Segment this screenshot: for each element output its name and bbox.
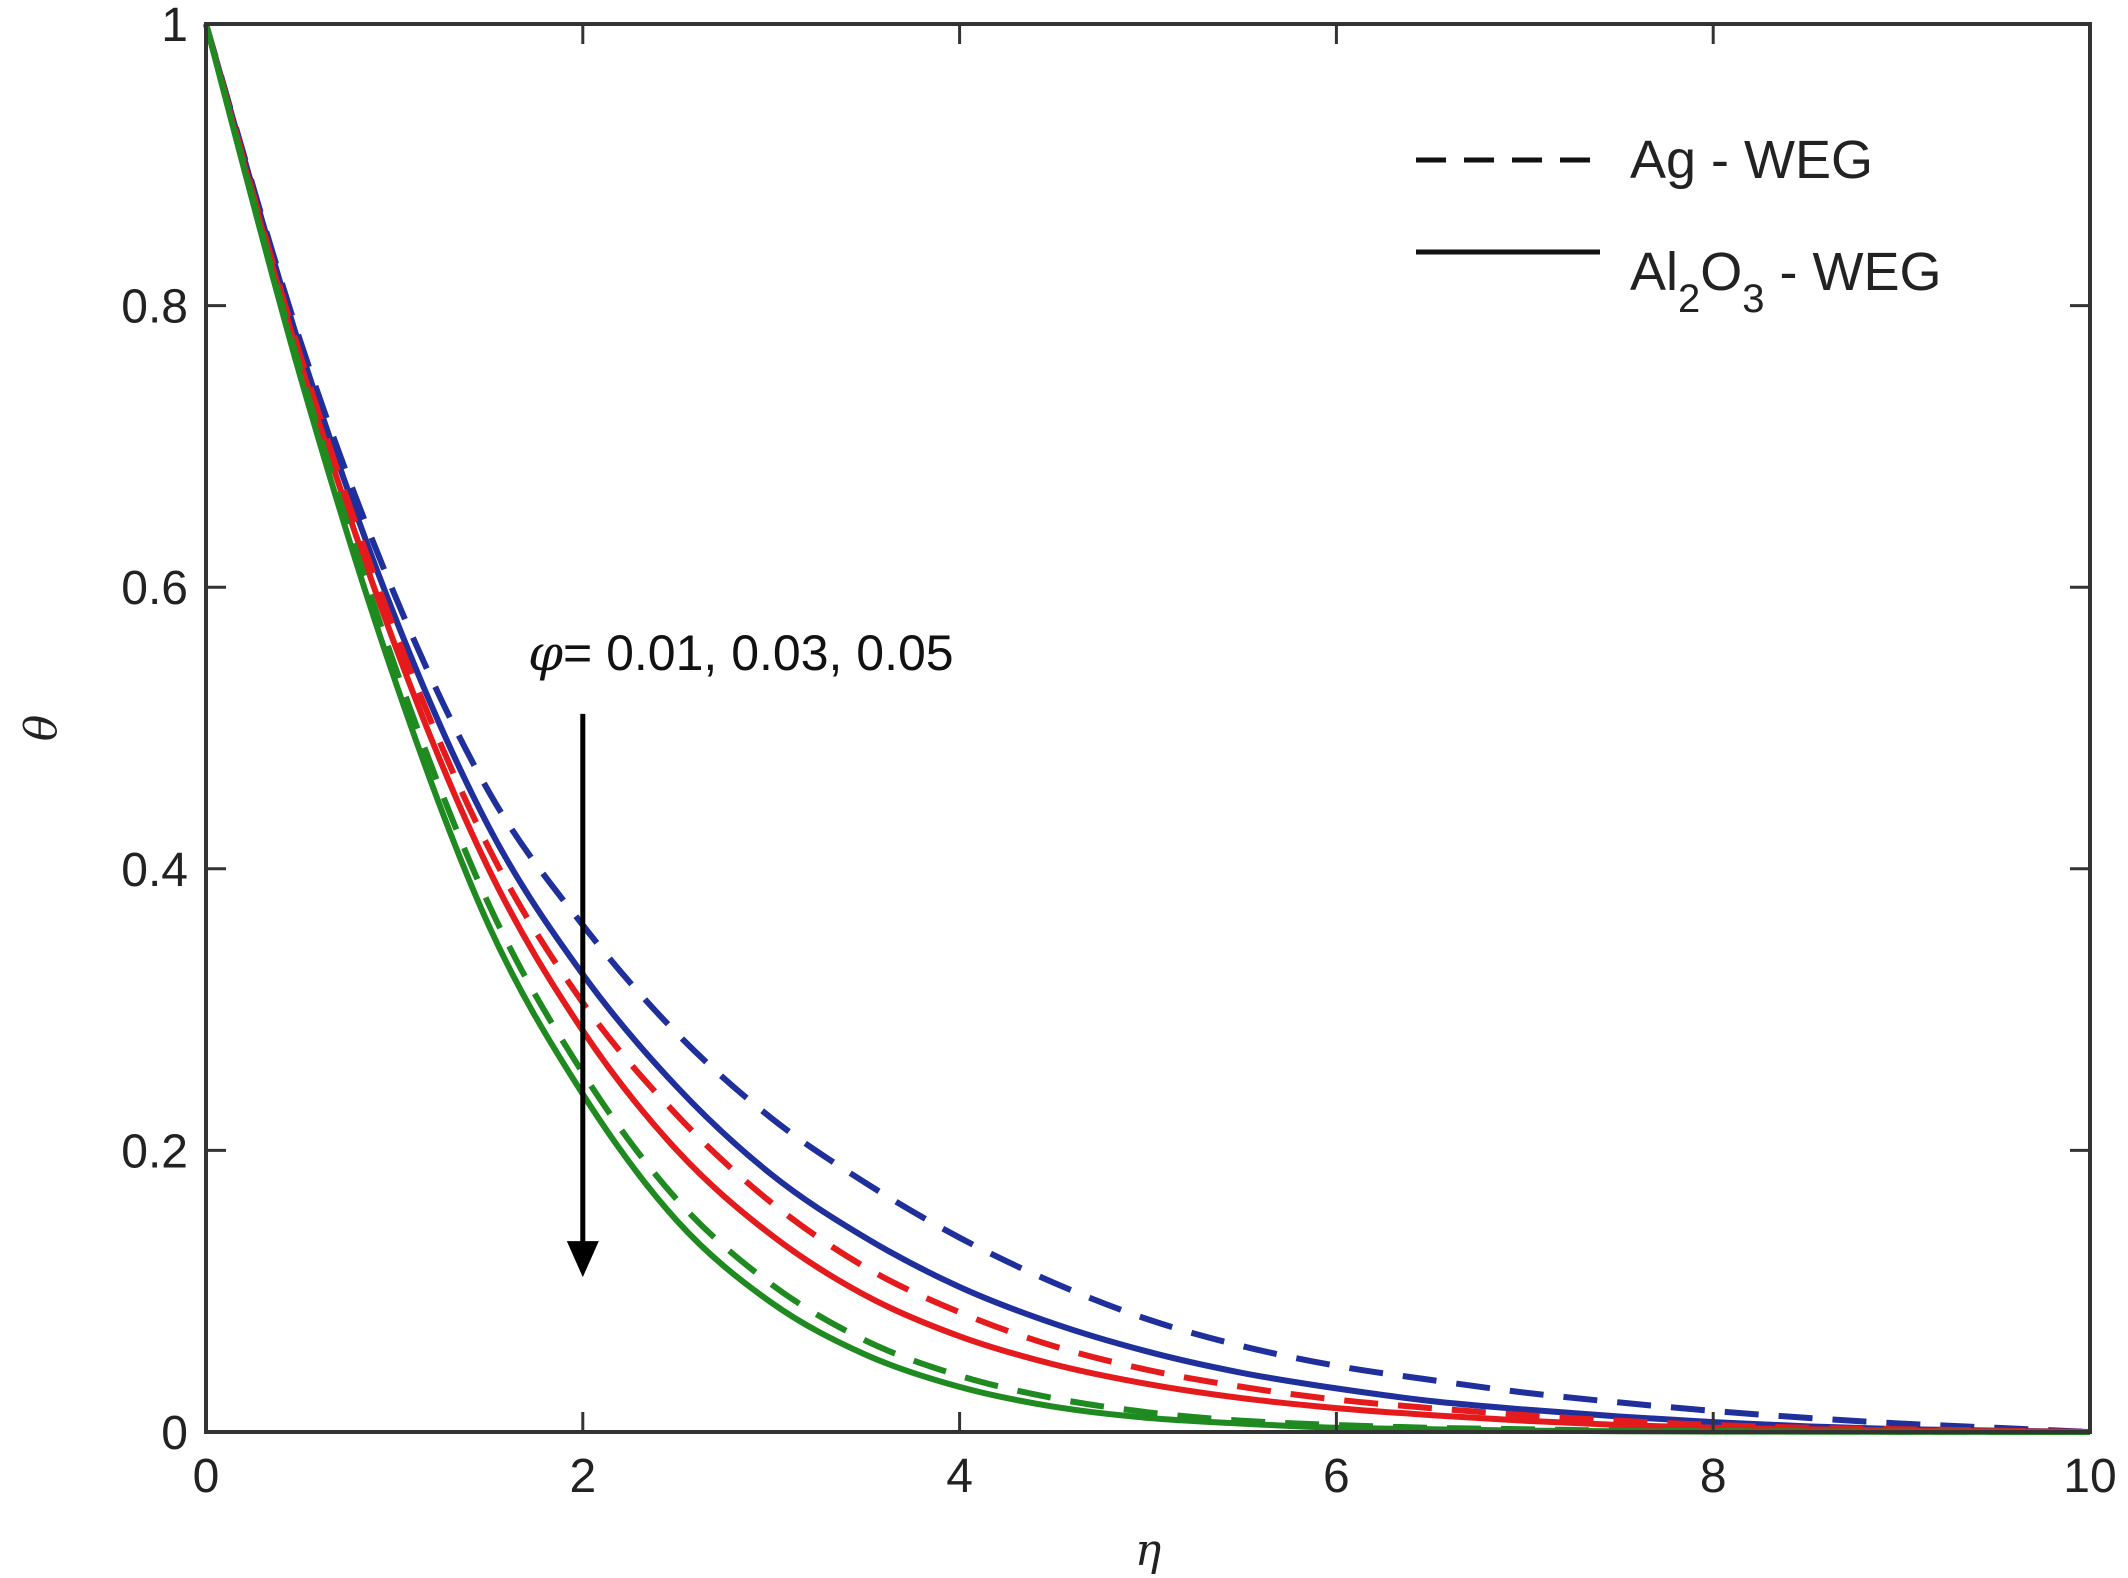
- annotation-arrow-head: [566, 1241, 599, 1278]
- legend-label-ag-weg: Ag - WEG: [1630, 130, 1873, 190]
- y-tick-label: 0.4: [121, 844, 188, 897]
- plot-frame: [204, 22, 2092, 1434]
- y-tick-label: 0.2: [121, 1125, 188, 1178]
- annotation-text: φ= 0.01, 0.03, 0.05: [528, 624, 954, 682]
- legend-al: Al: [1630, 242, 1678, 302]
- legend-label-al2o3-weg: Al2O3 - WEG: [1630, 242, 1942, 321]
- legend-sub-2: 2: [1678, 277, 1700, 321]
- phi-annotation: φ= 0.01, 0.03, 0.05: [528, 624, 954, 1278]
- phi-symbol: φ: [528, 624, 563, 682]
- y-tick-label: 0.6: [121, 562, 188, 615]
- legend-o: O: [1700, 242, 1742, 302]
- series-line-solid-phi-0-03: [203, 23, 2091, 1435]
- legend: Ag - WEG Al2O3 - WEG: [1416, 130, 1942, 321]
- series-line-dashed-phi-0-01: [203, 23, 2091, 1435]
- y-tick-label: 0: [161, 1407, 188, 1460]
- legend-weg: - WEG: [1765, 242, 1942, 302]
- y-tick-label: 1: [161, 0, 188, 52]
- x-tick-label: 4: [946, 1450, 973, 1503]
- x-tick-label: 8: [1700, 1450, 1727, 1503]
- ticks-layer: [204, 22, 2092, 1434]
- y-tick-label: 0.8: [121, 281, 188, 334]
- x-axis-label: η: [1135, 1525, 1161, 1576]
- legend-sub-3: 3: [1742, 277, 1764, 321]
- x-tick-label: 2: [569, 1450, 596, 1503]
- phi-values: = 0.01, 0.03, 0.05: [563, 625, 954, 681]
- tick-labels-layer: 0 2 4 6 8 10 0 0.2 0.4 0.6 0.8 1: [121, 0, 2116, 1503]
- x-tick-label: 10: [2063, 1450, 2116, 1503]
- y-axis-label: θ: [16, 715, 67, 742]
- x-tick-label: 0: [193, 1450, 220, 1503]
- x-tick-label: 6: [1323, 1450, 1350, 1503]
